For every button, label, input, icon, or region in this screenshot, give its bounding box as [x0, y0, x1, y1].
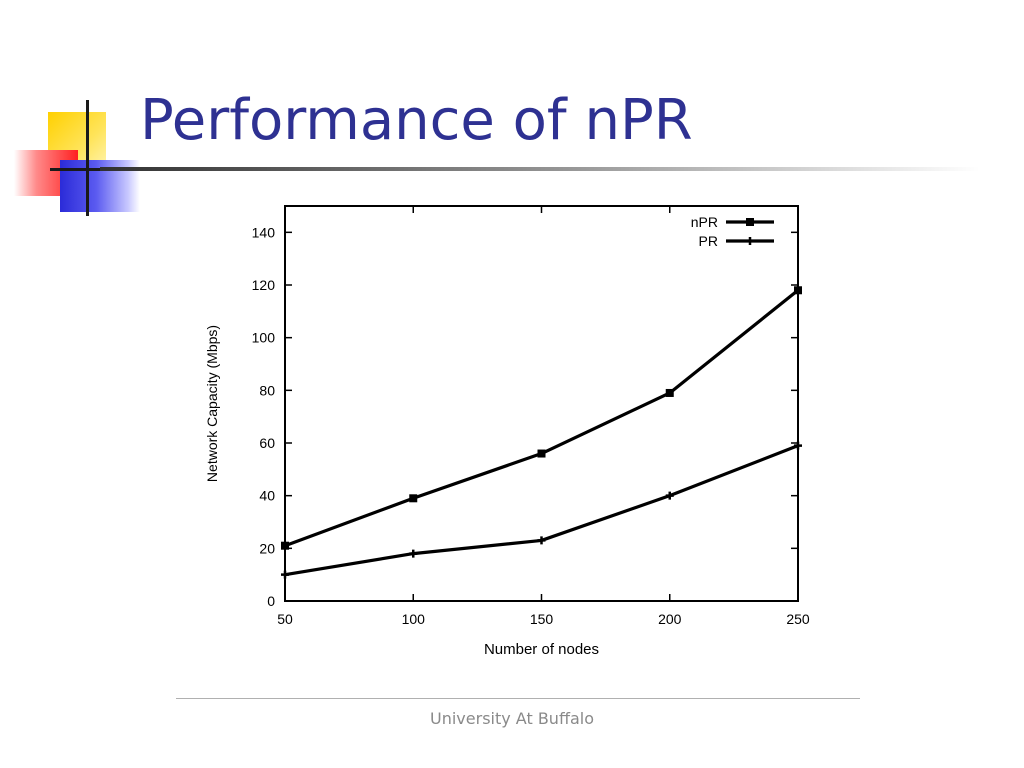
logo-vertical-line: [86, 100, 89, 216]
y-tick-label: 40: [259, 488, 275, 504]
x-tick-label: 100: [402, 611, 426, 627]
footer-text: University At Buffalo: [430, 709, 594, 728]
x-tick-label: 250: [786, 611, 810, 627]
data-point-pr: [281, 570, 289, 579]
x-axis-label: Number of nodes: [484, 641, 599, 658]
slide-title: Performance of nPR: [140, 88, 693, 153]
y-tick-label: 100: [252, 330, 276, 346]
logo-horizontal-line: [50, 168, 140, 171]
legend-label-pr: PR: [699, 233, 718, 249]
y-tick-label: 20: [259, 540, 275, 556]
decorative-logo: [0, 0, 160, 230]
y-tick-label: 120: [252, 277, 276, 293]
y-tick-label: 60: [259, 435, 275, 451]
legend-marker-npr: [746, 218, 754, 226]
data-point-pr: [794, 441, 802, 450]
data-point-pr: [665, 491, 674, 500]
legend-marker-pr: [746, 237, 754, 245]
series-line-pr: [284, 444, 799, 577]
data-point-npr: [537, 449, 546, 458]
x-tick-label: 200: [658, 611, 682, 627]
data-point-pr: [409, 549, 418, 558]
legend-label-npr: nPR: [691, 214, 718, 230]
data-point-npr: [665, 388, 674, 397]
x-tick-label: 150: [530, 611, 554, 627]
data-point-npr: [794, 286, 802, 295]
series-line-npr: [284, 289, 800, 548]
footer-divider: [176, 698, 860, 699]
y-tick-label: 140: [252, 224, 276, 240]
y-axis-label: Network Capacity (Mbps): [204, 325, 220, 482]
x-tick-label: 50: [277, 611, 293, 627]
y-tick-label: 0: [267, 593, 275, 609]
data-point-npr: [409, 494, 418, 503]
data-point-npr: [281, 541, 289, 550]
title-underline: [100, 167, 980, 171]
data-point-pr: [537, 536, 546, 545]
y-tick-label: 80: [259, 382, 275, 398]
line-chart: 0 20 40 60 80 100 120 140 50 100 150 200 250 Number o…: [204, 205, 810, 658]
